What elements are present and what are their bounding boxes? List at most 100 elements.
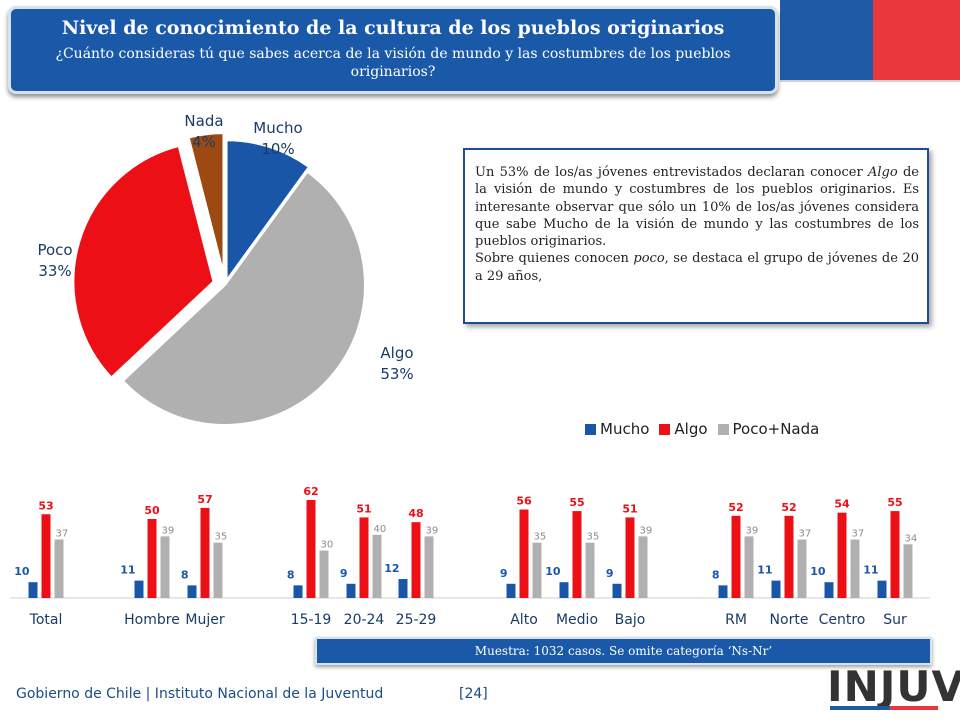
bar-algo-25-29: [411, 522, 421, 598]
legend-item-poco-nada: Poco+Nada: [717, 420, 820, 438]
bar-poco-nada-15-19: [319, 550, 329, 598]
bar-data-label: 11: [863, 564, 878, 577]
pie-slice-algo: [121, 170, 366, 426]
bar-poco-nada-norte: [797, 539, 807, 598]
bar-poco-nada-20-24: [372, 534, 382, 598]
page-number: [24]: [459, 686, 488, 702]
bar-data-label: 39: [746, 525, 759, 536]
bar-data-label: 8: [181, 568, 189, 581]
bar-data-label: 30: [321, 540, 334, 551]
bar-mucho-hombre: [134, 580, 144, 598]
bar-data-label: 37: [56, 529, 69, 540]
bar-data-label: 9: [340, 567, 348, 580]
bar-algo-total: [41, 514, 51, 598]
bar-algo-15-19: [306, 500, 316, 598]
sample-note: Muestra: 1032 casos. Se omite categoría …: [315, 637, 932, 665]
bar-data-label: 48: [408, 507, 423, 520]
bar-data-label: 34: [905, 533, 918, 544]
summary-text: Un 53% de los/as jóvenes entrevistados d…: [475, 165, 868, 180]
bar-data-label: 55: [569, 496, 584, 509]
bar-data-label: 52: [728, 501, 743, 514]
legend-swatch: [585, 423, 596, 435]
category-label: Hombre: [124, 612, 180, 628]
bar-algo-sur: [890, 511, 900, 598]
category-label: Sur: [883, 612, 907, 628]
pie-label: Mucho: [253, 119, 302, 137]
bar-algo-20-24: [359, 517, 369, 598]
summary-text-box: Un 53% de los/as jóvenes entrevistados d…: [463, 148, 929, 324]
bar-data-label: 37: [799, 529, 812, 540]
summary-text: Sobre quienes conocen: [475, 251, 634, 267]
bar-chart: 105337Total115039Hombre85735Mujer8623015…: [10, 485, 930, 628]
bar-algo-alto: [519, 509, 529, 598]
bar-data-label: 10: [14, 565, 30, 578]
category-label: 25-29: [396, 612, 437, 628]
header-banner: Nivel de conocimiento de la cultura de l…: [8, 6, 778, 94]
bar-mucho-total: [28, 582, 38, 598]
footer-text: Gobierno de Chile | Instituto Nacional d…: [16, 686, 384, 702]
bar-mucho-25-29: [398, 579, 408, 598]
category-label: 15-19: [291, 612, 332, 628]
bar-data-label: 10: [545, 565, 561, 578]
category-label: Norte: [770, 612, 809, 628]
bar-mucho-medio: [559, 582, 569, 598]
bar-data-label: 50: [144, 504, 160, 517]
bar-mucho-norte: [771, 580, 781, 598]
bar-data-label: 35: [215, 532, 228, 543]
pie-label: Nada: [184, 112, 223, 130]
bar-data-label: 39: [426, 525, 439, 536]
bar-data-label: 51: [622, 502, 637, 515]
bar-mucho-bajo: [612, 583, 622, 598]
legend-swatch: [717, 423, 729, 435]
category-label: 20-24: [344, 612, 385, 628]
pie-slice-mucho: [225, 139, 311, 284]
legend-label: Algo: [674, 420, 708, 438]
bar-algo-centro: [837, 512, 847, 598]
bar-data-label: 53: [38, 499, 53, 512]
bar-data-label: 35: [534, 532, 547, 543]
pie-label: Algo: [380, 344, 413, 362]
bar-mucho-centro: [824, 582, 834, 598]
bar-data-label: 54: [834, 498, 850, 511]
bar-data-label: 10: [810, 565, 826, 578]
pie-chart: Mucho 10% Algo 53% Poco 33% Nada 4%: [37, 112, 414, 426]
summary-text: , se destaca el grupo de jóvenes de 20 a…: [475, 251, 919, 284]
bar-mucho-15-19: [293, 585, 303, 598]
legend-label: Poco+Nada: [732, 420, 820, 438]
pie-slice-poco: [72, 144, 215, 379]
bar-data-label: 39: [640, 525, 653, 536]
bar-poco-nada-rm: [744, 536, 754, 598]
injuv-logo: INJUV: [827, 662, 960, 711]
bar-algo-mujer: [200, 507, 210, 598]
summary-paragraph-2: Sobre quienes conocen poco, se destaca e…: [475, 250, 919, 285]
logo-underline-blue: [830, 706, 890, 710]
bar-algo-bajo: [625, 517, 635, 598]
legend-item-mucho: Mucho: [585, 420, 649, 438]
bar-data-label: 52: [781, 501, 796, 514]
bar-data-label: 39: [162, 525, 175, 536]
bar-data-label: 57: [197, 493, 212, 506]
bar-data-label: 40: [374, 524, 387, 535]
pie-slice-nada: [187, 132, 225, 274]
bar-data-label: 51: [356, 502, 371, 515]
summary-text: de la visión de mundo y costumbres de lo…: [475, 165, 919, 250]
bar-data-label: 11: [120, 564, 135, 577]
flag-blue-block: [780, 0, 873, 80]
bar-algo-norte: [784, 515, 794, 598]
bar-data-label: 56: [516, 495, 532, 508]
bar-data-label: 9: [500, 567, 508, 580]
bar-data-label: 35: [587, 532, 600, 543]
legend-swatch: [659, 423, 671, 435]
summary-paragraph-1: Un 53% de los/as jóvenes entrevistados d…: [475, 164, 919, 250]
category-label: Bajo: [615, 612, 646, 628]
bar-poco-nada-centro: [850, 539, 860, 598]
bar-algo-medio: [572, 511, 582, 598]
category-label: RM: [725, 612, 747, 628]
bar-algo-hombre: [147, 519, 157, 598]
bar-data-label: 11: [757, 564, 772, 577]
page-subtitle: ¿Cuánto consideras tú que sabes acerca d…: [55, 46, 731, 80]
category-label: Alto: [510, 612, 538, 628]
bar-mucho-rm: [718, 585, 728, 598]
logo-underline-red: [890, 706, 938, 710]
bar-poco-nada-25-29: [424, 536, 434, 598]
